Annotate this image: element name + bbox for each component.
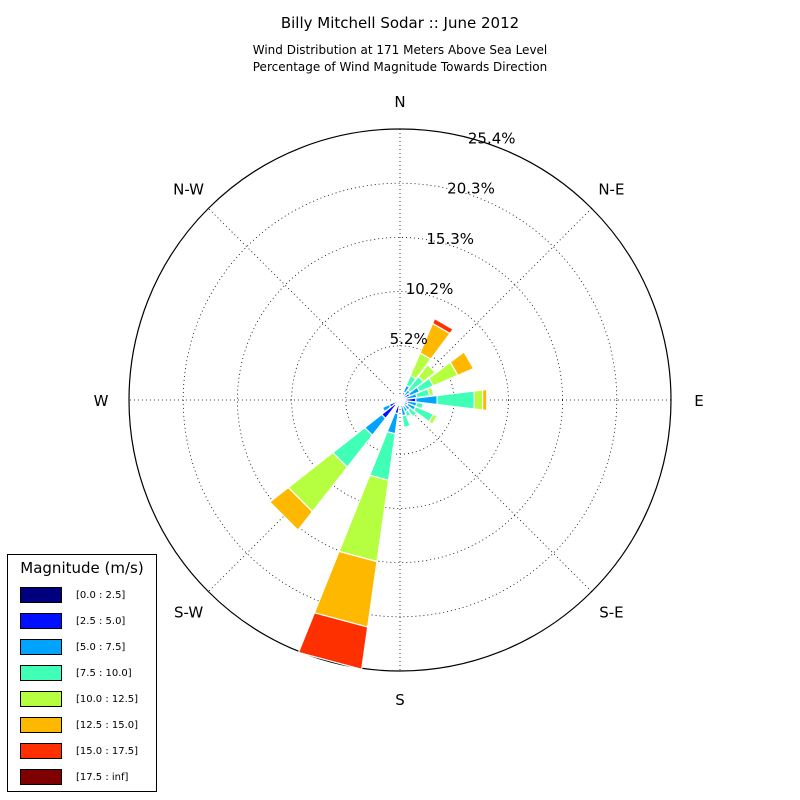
- legend-label: [12.5 : 15.0]: [76, 720, 139, 731]
- wind-bar: [268, 486, 314, 532]
- direction-label: S: [395, 691, 405, 709]
- grid-ring: [182, 182, 618, 618]
- ring-label: 10.2%: [406, 280, 454, 298]
- ring-label: 5.2%: [390, 330, 428, 348]
- legend-swatch: [20, 743, 62, 759]
- wind-bar: [297, 612, 369, 671]
- legend-label: [15.0 : 17.5]: [76, 746, 139, 757]
- direction-label: S-E: [599, 603, 623, 621]
- wind-bar: [386, 412, 399, 435]
- legend-swatch: [20, 613, 62, 629]
- legend-label: [2.5 : 5.0]: [76, 616, 126, 627]
- chart-subtitle-line-1: Wind Distribution at 171 Meters Above Se…: [253, 43, 548, 57]
- wind-bar: [401, 414, 412, 429]
- wind-bar: [407, 407, 418, 418]
- wind-bar: [338, 474, 390, 563]
- wind-bar: [368, 430, 396, 482]
- direction-label: S-W: [174, 603, 203, 621]
- wind-bar: [427, 386, 435, 397]
- wind-bar: [436, 390, 475, 410]
- ring-labels: 5.2% 10.2% 15.3% 20.3% 25.4%: [390, 130, 516, 348]
- wind-bar: [428, 413, 439, 426]
- direction-label: N-E: [598, 181, 624, 199]
- legend-swatch: [20, 639, 62, 655]
- legend-swatch: [20, 717, 62, 733]
- legend-label: [0.0 : 2.5]: [76, 590, 126, 601]
- legend-label: [7.5 : 10.0]: [76, 668, 132, 679]
- direction-label: N: [394, 93, 405, 111]
- legend-swatch: [20, 587, 62, 603]
- legend-swatch: [20, 769, 62, 785]
- legend: Magnitude (m/s) [0.0 : 2.5] [2.5 : 5.0] [5…: [7, 554, 157, 792]
- ring-label: 15.3%: [426, 230, 474, 248]
- chart-subtitle-line-2: Percentage of Wind Magnitude Towards Dir…: [253, 60, 547, 74]
- legend-title: Magnitude (m/s): [20, 559, 144, 577]
- direction-label: E: [694, 392, 703, 410]
- wind-bar: [417, 363, 437, 383]
- direction-label: N-W: [173, 181, 204, 199]
- wind-bar: [381, 403, 392, 413]
- direction-label: W: [94, 392, 109, 410]
- ring-label: 20.3%: [447, 180, 495, 198]
- wind-bar: [449, 351, 475, 377]
- wind-bar: [397, 393, 401, 399]
- legend-swatch: [20, 691, 62, 707]
- wind-bar: [433, 316, 455, 330]
- ring-label: 25.4%: [468, 130, 516, 148]
- legend-label: [5.0 : 7.5]: [76, 642, 126, 653]
- wind-bar: [473, 389, 484, 411]
- direction-labels: N N-E E S-E S S-W W N-W: [94, 93, 704, 709]
- wind-bar: [482, 388, 488, 412]
- grid-ring: [291, 291, 509, 509]
- wind-bars: [268, 316, 489, 671]
- chart-title: Billy Mitchell Sodar :: June 2012: [281, 14, 519, 32]
- legend-label: [10.0 : 12.5]: [76, 694, 139, 705]
- legend-swatch: [20, 665, 62, 681]
- wind-bar: [486, 388, 489, 412]
- legend-label: [17.5 : inf]: [76, 772, 129, 783]
